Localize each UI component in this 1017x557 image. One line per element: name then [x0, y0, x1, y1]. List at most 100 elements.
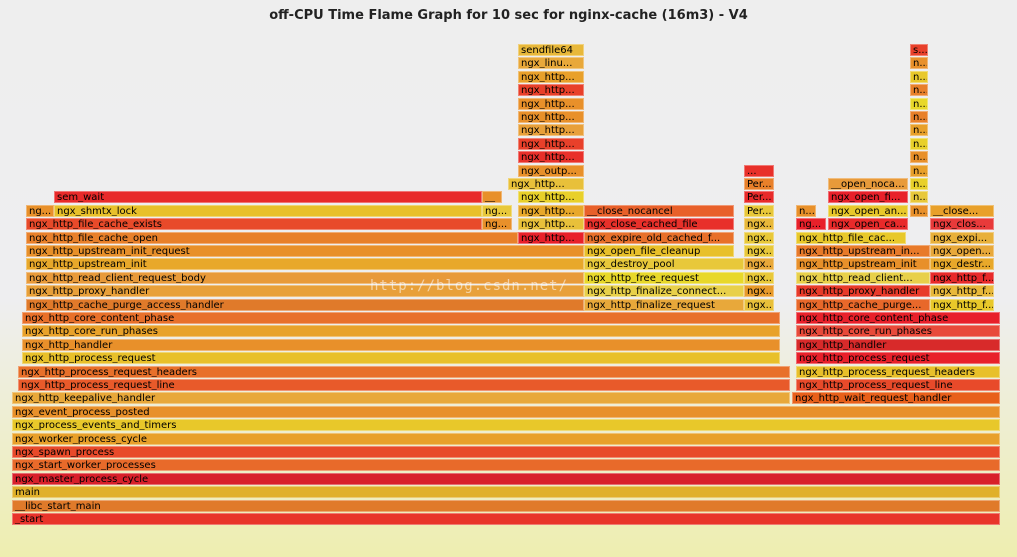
flame-frame[interactable]: ngx_http_keepalive_handler	[12, 392, 790, 405]
flame-frame[interactable]: ngx_expi...	[930, 231, 994, 244]
flame-frame[interactable]: ngx_open_an...	[828, 204, 908, 217]
flame-frame[interactable]: ngx_linu...	[518, 57, 584, 70]
flame-frame[interactable]: sem_wait	[54, 191, 482, 204]
flame-frame[interactable]: ngx_http_upstream_init	[796, 258, 930, 271]
flame-frame[interactable]: ngx_open_file_cleanup	[584, 245, 734, 257]
flame-frame[interactable]: n...	[910, 111, 928, 123]
flame-frame[interactable]: ngx_http_core_content_phase	[796, 312, 1000, 324]
flame-frame[interactable]: n...	[910, 191, 928, 204]
flame-frame[interactable]: ngx_start_worker_processes	[12, 459, 1000, 472]
flame-frame[interactable]: Per...	[744, 178, 774, 190]
flame-frame[interactable]: n...	[910, 204, 928, 217]
flame-frame[interactable]: ngx_master_process_cycle	[12, 472, 1000, 485]
flame-frame[interactable]: ngx_http_core_run_phases	[796, 325, 1000, 338]
flame-frame[interactable]: ngx_http_f...	[930, 285, 994, 298]
flame-frame[interactable]: ngx_http_f...	[930, 298, 994, 311]
flame-frame[interactable]: ngx_http_read_client...	[796, 271, 930, 284]
flame-frame[interactable]: main	[12, 486, 1000, 499]
flame-frame[interactable]: n...	[910, 70, 928, 83]
flame-frame[interactable]: ngx_http...	[508, 178, 584, 190]
flame-frame[interactable]: ngx_open_ca...	[828, 218, 908, 231]
flame-frame[interactable]: ngx_http...	[518, 218, 584, 231]
flame-frame[interactable]: ngx...	[744, 285, 774, 298]
flame-frame[interactable]: ngx_http_read_client_request_body	[26, 271, 584, 284]
flame-frame[interactable]: ngx_clos...	[930, 218, 994, 231]
flame-frame[interactable]: ngx_http_finalize_request	[584, 298, 744, 311]
flame-frame[interactable]: n...	[910, 151, 928, 164]
flame-frame[interactable]: ngx...	[744, 298, 774, 311]
flame-frame[interactable]: ngx_http...	[518, 204, 584, 217]
flame-frame[interactable]: ngx_worker_process_cycle	[12, 432, 1000, 445]
flame-frame[interactable]: ngx_shmtx_lock	[54, 204, 482, 217]
flame-frame[interactable]: ngx_http...	[518, 84, 584, 97]
flame-frame[interactable]: ngx_close_cached_file	[584, 218, 734, 231]
flame-frame[interactable]: ng...	[482, 204, 512, 217]
flame-frame[interactable]: ngx_http_finalize_connect...	[584, 285, 744, 298]
flame-frame[interactable]: ngx_http_upstream_init_request	[26, 245, 584, 257]
flame-frame[interactable]: ngx...	[744, 218, 774, 231]
flame-frame[interactable]: ngx_http_wait_request_handler	[792, 392, 1000, 405]
flame-frame[interactable]: _start	[12, 513, 1000, 525]
flame-frame[interactable]: n...	[910, 178, 928, 190]
flame-frame[interactable]: ngx_http_core_content_phase	[22, 312, 780, 324]
flame-frame[interactable]: __open_noca...	[828, 178, 908, 190]
flame-frame[interactable]: ngx_http_process_request_line	[796, 379, 1000, 391]
flame-frame[interactable]: __close_nocancel	[584, 204, 734, 217]
flame-frame[interactable]: ngx_http_upstream_in...	[796, 245, 930, 257]
flame-frame[interactable]: Per...	[744, 204, 774, 217]
flame-frame[interactable]: ngx_http_handler	[22, 338, 780, 351]
flame-frame[interactable]: ngx_http...	[518, 137, 584, 150]
flame-frame[interactable]: ngx_http...	[518, 191, 584, 204]
flame-frame[interactable]: ngx_http_process_request_headers	[18, 365, 790, 378]
flame-frame[interactable]: ngx_spawn_process	[12, 446, 1000, 458]
flame-frame[interactable]: ngx_outp...	[518, 164, 584, 177]
flame-frame[interactable]: ngx_http_process_request_line	[18, 379, 790, 391]
flame-frame[interactable]: ng...	[482, 218, 512, 231]
flame-frame[interactable]: ngx_http_process_request_headers	[796, 365, 1000, 378]
flame-frame[interactable]: n...	[910, 124, 928, 137]
flame-frame[interactable]: Per...	[744, 191, 774, 204]
flame-frame[interactable]: ngx_http...	[518, 151, 584, 164]
flame-frame[interactable]: ngx_http_free_request	[584, 271, 744, 284]
flame-frame[interactable]: ngx_http...	[518, 70, 584, 83]
flame-frame[interactable]: ngx...	[744, 258, 774, 271]
flame-frame[interactable]: ngx_http_core_run_phases	[22, 325, 780, 338]
flame-frame[interactable]: ngx_http_cache_purge...	[796, 298, 930, 311]
flame-frame[interactable]: __libc_start_main	[12, 499, 1000, 512]
flame-frame[interactable]: ngx_http_file_cache_exists	[26, 218, 482, 231]
flame-frame[interactable]: ngx_event_process_posted	[12, 405, 1000, 418]
flame-frame[interactable]: ngx...	[744, 245, 774, 257]
flame-frame[interactable]: ngx...	[744, 271, 774, 284]
flame-frame[interactable]: ngx_http...	[518, 97, 584, 110]
flame-frame[interactable]: ngx_http_cache_purge_access_handler	[26, 298, 584, 311]
flame-frame[interactable]: ...	[744, 164, 774, 177]
flame-frame[interactable]: ngx_http_process_request	[22, 352, 780, 365]
flame-frame[interactable]: ngx_http_f...	[930, 271, 994, 284]
flame-frame[interactable]: ngx_destroy_pool	[584, 258, 744, 271]
flame-frame[interactable]: n...	[910, 164, 928, 177]
flame-frame[interactable]: n...	[910, 57, 928, 70]
flame-frame[interactable]: ngx_http...	[518, 124, 584, 137]
flame-frame[interactable]: __close...	[930, 204, 994, 217]
flame-frame[interactable]: ngx_http_handler	[796, 338, 1000, 351]
flame-frame[interactable]: ngx_http_proxy_handler	[796, 285, 930, 298]
flame-frame[interactable]: n...	[910, 84, 928, 97]
flame-frame[interactable]: __	[482, 191, 502, 204]
flame-frame[interactable]: ngx_open...	[930, 245, 994, 257]
flame-frame[interactable]: ngx_open_fi...	[828, 191, 908, 204]
flame-frame[interactable]: ngx_destr...	[930, 258, 994, 271]
flame-frame[interactable]: n...	[796, 204, 816, 217]
flame-frame[interactable]: ngx_http...	[518, 111, 584, 123]
flame-frame[interactable]: n...	[910, 97, 928, 110]
flame-frame[interactable]: ng...	[26, 204, 54, 217]
flame-frame[interactable]: ngx_http_file_cache_open	[26, 231, 518, 244]
flame-frame[interactable]: ngx_http_process_request	[796, 352, 1000, 365]
flame-frame[interactable]: ngx_expire_old_cached_f...	[584, 231, 734, 244]
flame-frame[interactable]: s...	[910, 44, 928, 56]
flame-frame[interactable]: ngx_process_events_and_timers	[12, 419, 1000, 432]
flame-frame[interactable]: ngx_http...	[518, 231, 584, 244]
flame-frame[interactable]: ng...	[796, 218, 826, 231]
flame-frame[interactable]: ngx...	[744, 231, 774, 244]
flame-frame[interactable]: sendfile64	[518, 44, 584, 56]
flame-frame[interactable]: n...	[910, 137, 928, 150]
